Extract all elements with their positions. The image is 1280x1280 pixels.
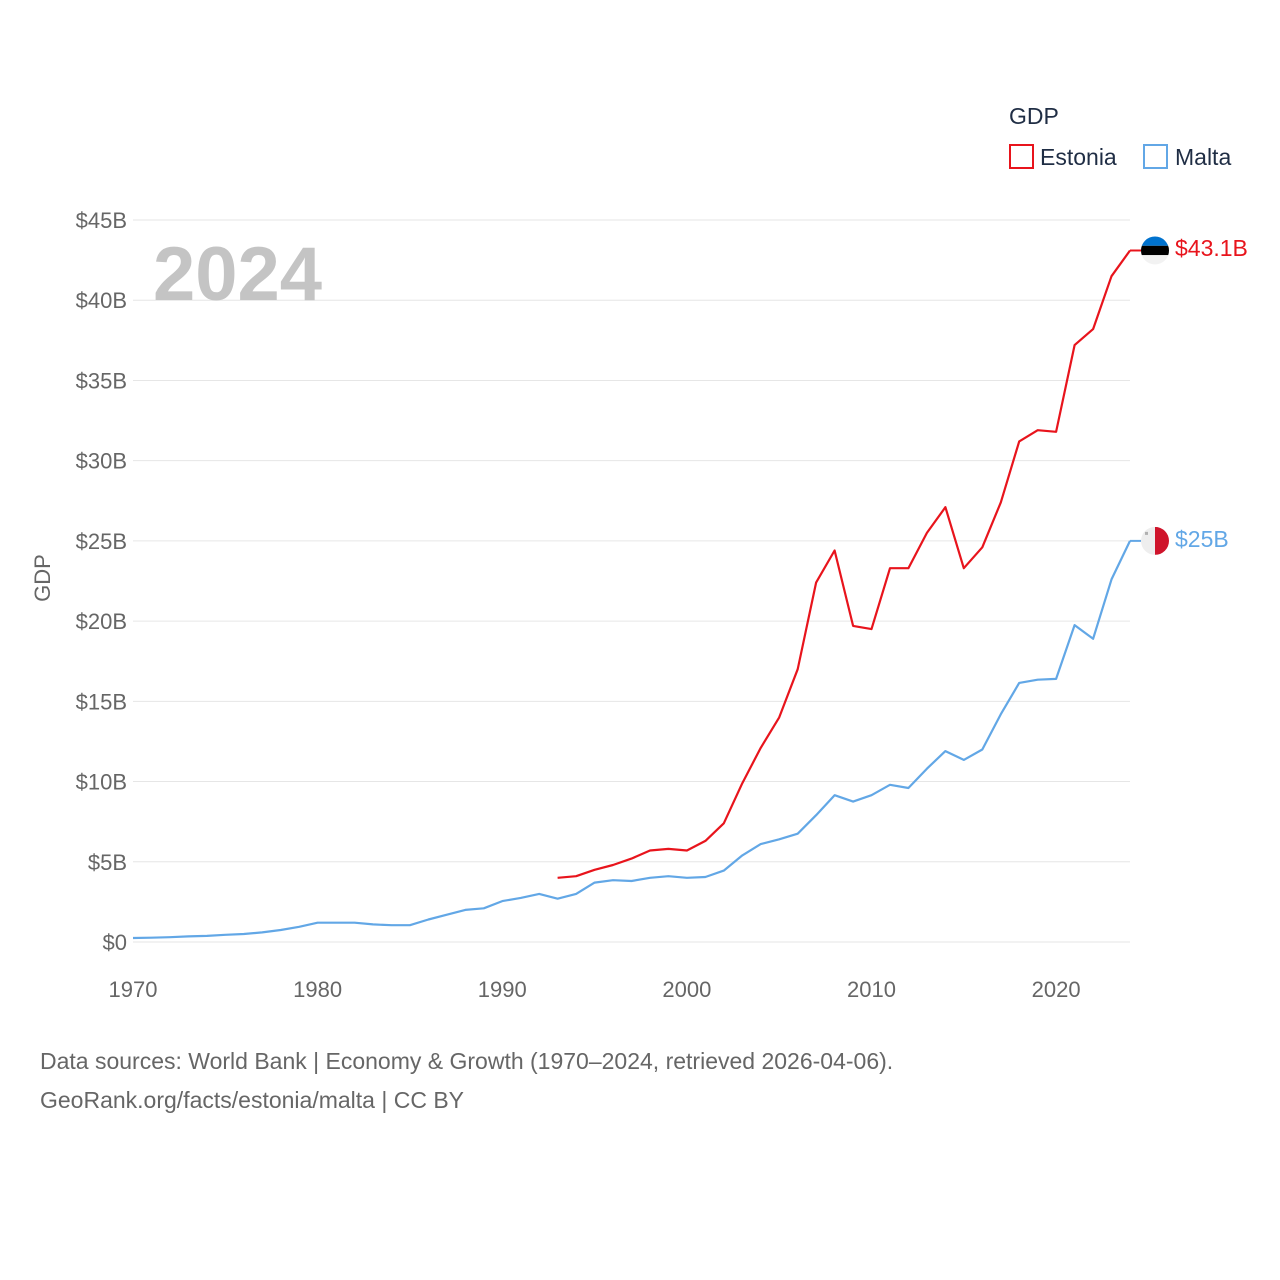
y-tick-label: $20B [76, 609, 127, 634]
legend-swatch-malta [1143, 144, 1168, 169]
legend-item-malta[interactable]: Malta [1143, 144, 1231, 170]
legend-label-malta: Malta [1175, 144, 1231, 170]
series-lines [132, 249, 1131, 940]
y-tick-label: $15B [76, 689, 127, 714]
y-tick-label: $30B [76, 449, 127, 474]
y-tick-label: $0 [103, 930, 127, 955]
y-tick-label: $40B [76, 288, 127, 313]
legend: GDP Estonia Malta [1009, 103, 1231, 170]
site-credit-text: GeoRank.org/facts/estonia/malta | CC BY [40, 1087, 464, 1113]
x-tick-label: 2010 [847, 977, 896, 1002]
x-tick-label: 1970 [109, 977, 158, 1002]
series-line-malta[interactable] [132, 540, 1131, 940]
legend-title: GDP [1009, 103, 1059, 129]
malta-end-value-label: $25B [1175, 526, 1229, 552]
estonia-flag-icon [1141, 236, 1169, 265]
legend-item-estonia[interactable]: Estonia [1009, 144, 1117, 170]
y-tick-label: $25B [76, 529, 127, 554]
y-axis-ticks: $0 $5B $10B $15B $20B $25B $30B $35B $40B $45B [76, 208, 127, 955]
current-year-label: 2024 [153, 232, 322, 317]
x-axis-ticks: 1970 1980 1990 2000 2010 2020 [109, 977, 1081, 1002]
footer-credits: Data sources: World Bank | Economy & Gro… [40, 1042, 893, 1120]
x-tick-label: 2000 [662, 977, 711, 1002]
end-flags [1130, 236, 1169, 555]
legend-swatch-estonia [1009, 144, 1034, 169]
y-tick-label: $10B [76, 770, 127, 795]
x-tick-label: 1980 [293, 977, 342, 1002]
gdp-line-chart: $0 $5B $10B $15B $20B $25B $30B $35B $40B $45B 19… [30, 103, 1248, 1002]
y-axis-title: GDP [30, 554, 55, 602]
y-tick-label: $45B [76, 208, 127, 233]
x-tick-label: 2020 [1032, 977, 1081, 1002]
x-tick-label: 1990 [478, 977, 527, 1002]
grid-lines [133, 219, 1130, 943]
y-tick-label: $5B [88, 850, 127, 875]
data-sources-text: Data sources: World Bank | Economy & Gro… [40, 1048, 894, 1074]
y-tick-label: $35B [76, 368, 127, 393]
series-line-estonia[interactable] [557, 249, 1131, 879]
estonia-end-value-label: $43.1B [1175, 235, 1248, 261]
malta-flag-icon [1141, 526, 1169, 555]
legend-label-estonia: Estonia [1040, 144, 1117, 170]
